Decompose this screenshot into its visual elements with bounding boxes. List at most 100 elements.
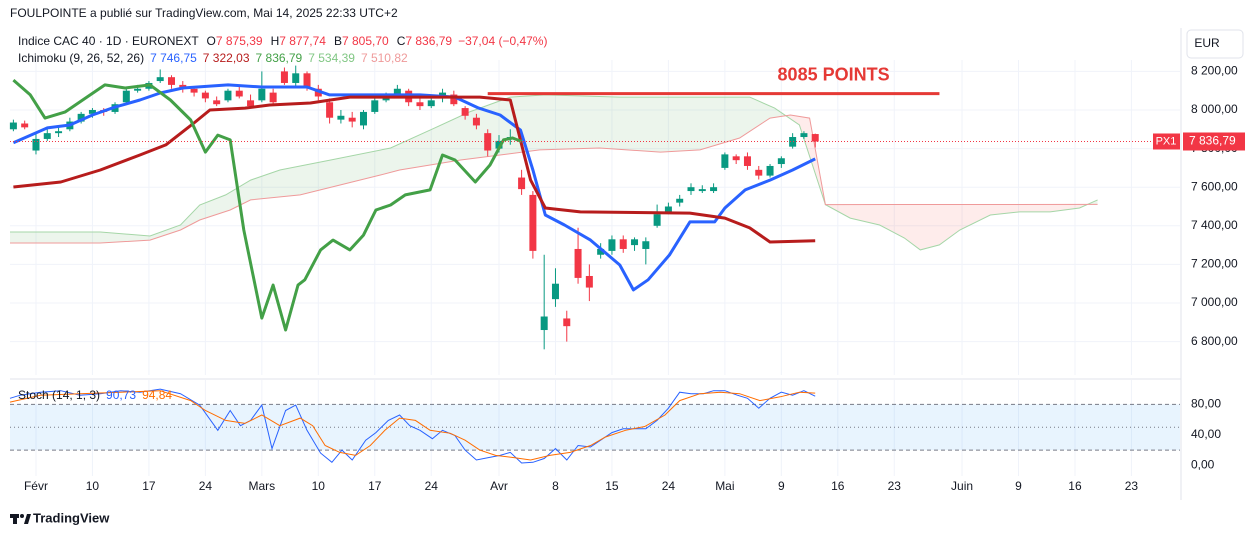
level-label: 8085 POINTS — [778, 64, 890, 84]
span-a — [10, 94, 1098, 251]
candle-body — [201, 92, 209, 99]
x-tick-label: 17 — [142, 479, 156, 493]
candle-body — [416, 102, 424, 107]
candle-body — [224, 90, 232, 101]
x-tick-label: Mars — [249, 479, 276, 493]
candle-body — [167, 77, 175, 85]
candle-body — [800, 133, 808, 138]
candle-body — [642, 241, 650, 249]
candle-body — [88, 109, 96, 114]
candle-body — [9, 122, 17, 130]
y-tick-label: 7 000,00 — [1191, 295, 1238, 309]
candle-body — [393, 88, 401, 97]
x-tick-label: 9 — [778, 479, 785, 493]
candle-body — [55, 131, 63, 134]
candle-body — [359, 111, 367, 126]
candle-body — [698, 189, 706, 192]
price-label-name: PX1 — [1156, 135, 1177, 147]
legend-item: H — [271, 34, 280, 48]
candle-body — [280, 71, 288, 83]
candle-body — [269, 92, 277, 103]
candle-body — [721, 154, 729, 168]
candles — [9, 65, 819, 350]
legend-item: O — [207, 34, 216, 48]
x-tick-label: Mai — [715, 479, 734, 493]
candle-body — [348, 117, 356, 122]
candle-body — [574, 248, 582, 278]
candle-body — [326, 102, 334, 118]
legend-item: Ichimoku (9, 26, 52, 26) — [18, 51, 144, 65]
candle-body — [247, 100, 255, 107]
candle-body — [755, 169, 763, 176]
candle-body — [427, 100, 435, 107]
legend-item: 7 322,03 — [203, 51, 250, 65]
candle-body — [619, 239, 627, 249]
y-tick-label: 7 600,00 — [1191, 179, 1238, 193]
candle-body — [518, 177, 526, 190]
x-tick-label: 23 — [1125, 479, 1139, 493]
candle-body — [743, 156, 751, 166]
candle-body — [134, 88, 142, 91]
legend-item: 7 510,82 — [361, 51, 408, 65]
y-tick-label: 7 400,00 — [1191, 218, 1238, 232]
y-tick-label: 8 000,00 — [1191, 102, 1238, 116]
candle-body — [450, 94, 458, 105]
candle-body — [789, 137, 797, 147]
legend: Ichimoku (9, 26, 52, 26) 7 746,75 7 322,03… — [18, 51, 408, 65]
candle-body — [337, 115, 345, 120]
candle-body — [303, 73, 311, 87]
cloud-down — [10, 115, 1098, 250]
stoch-panel — [9, 388, 1180, 464]
candle-body — [710, 187, 718, 192]
candle-body — [551, 283, 559, 300]
candle-body — [811, 134, 819, 142]
candle-body — [292, 73, 300, 83]
x-tick-label: 9 — [1015, 479, 1022, 493]
currency-box[interactable] — [1186, 29, 1244, 59]
price-label-name-bg — [1153, 133, 1180, 150]
legend-item: Stoch (14, 1, 3) — [18, 388, 100, 402]
y-tick-label: 0,00 — [1191, 458, 1215, 472]
axes: Févr 10 17 24 Mars 10 17 24 Avr 8 15 24 Mai 9 16 23 Juin… — [24, 64, 1245, 493]
legend-item: C — [397, 34, 406, 48]
candle-body — [608, 239, 616, 251]
candle-body — [77, 113, 85, 122]
price-label: 7 836,79 — [1189, 134, 1236, 148]
candle-body — [676, 198, 684, 203]
logo-part — [13, 514, 17, 524]
footer-brand: TradingView — [33, 510, 110, 525]
indicator-line — [12, 83, 816, 292]
candle-body — [122, 90, 130, 103]
span-b — [10, 114, 1098, 244]
currency[interactable]: EUR — [1194, 36, 1220, 50]
candle-body — [21, 123, 29, 128]
header: FOULPOINTE a publié sur TradingView.com,… — [10, 6, 398, 20]
x-tick-label: Avr — [490, 479, 508, 493]
x-tick-label: 10 — [312, 479, 326, 493]
y-tick-label: 80,00 — [1191, 397, 1221, 411]
candle-body — [314, 88, 322, 97]
candle-body — [597, 248, 605, 255]
x-tick-label: 24 — [662, 479, 676, 493]
y-tick-label: 7 200,00 — [1191, 257, 1238, 271]
lines: 8085 POINTS — [10, 64, 1180, 332]
candle-body — [43, 133, 51, 139]
candle-body — [156, 77, 164, 82]
x-tick-label: 15 — [605, 479, 619, 493]
legend-item: 7 836,79 — [256, 51, 303, 65]
x-tick-label: 17 — [368, 479, 382, 493]
x-tick-label: 23 — [888, 479, 902, 493]
x-tick-label: 16 — [831, 479, 845, 493]
legend-item: −37,04 (−0,47%) — [458, 34, 547, 48]
x-tick-label: Févr — [24, 479, 48, 493]
candle-body — [732, 156, 740, 161]
cloud — [10, 94, 1098, 251]
stoch-line — [9, 390, 816, 461]
legend-item: 7 875,39 — [216, 34, 263, 48]
legend: Stoch (14, 1, 3) 90,73 94,84 — [18, 388, 172, 402]
candle-body — [495, 140, 503, 149]
legend-item: 90,73 — [106, 388, 136, 402]
legend-item: 7 746,75 — [150, 51, 197, 65]
logo — [10, 514, 31, 524]
